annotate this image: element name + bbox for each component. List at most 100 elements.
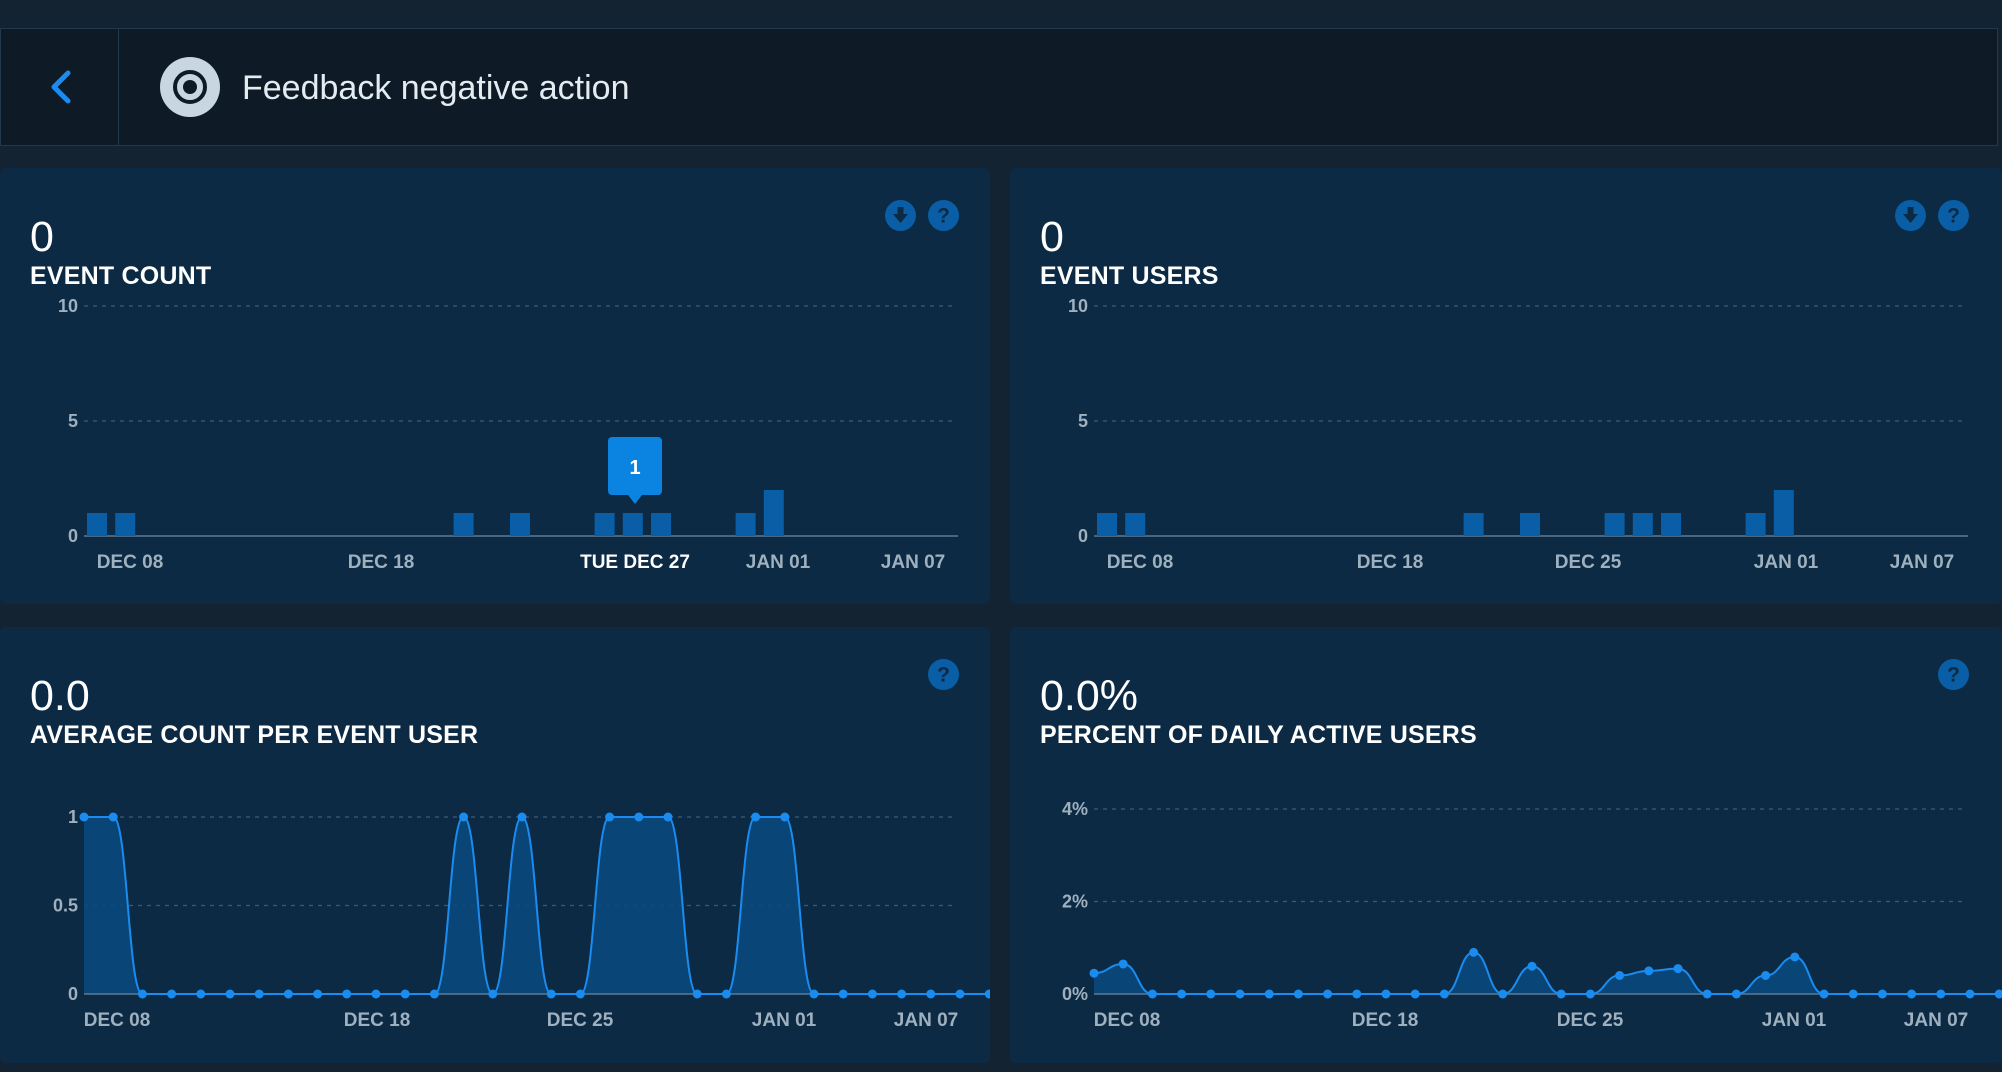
data-point [1585,989,1595,999]
data-point [342,989,352,999]
data-point [196,989,206,999]
back-button[interactable] [1,29,119,145]
x-tick-label: DEC 25 [1557,1010,1624,1031]
data-point [1177,989,1187,999]
bar [1661,513,1681,536]
y-tick-label: 0.5 [53,896,78,916]
metric-value: 0 [30,213,54,261]
data-point [897,989,907,999]
bar [1520,513,1540,536]
metric-label: PERCENT OF DAILY ACTIVE USERS [1040,721,1477,749]
series-area [1094,952,2000,994]
data-point [926,989,936,999]
data-point [692,989,702,999]
y-tick-label: 5 [1078,411,1088,431]
bar [622,513,643,536]
data-point [984,989,990,999]
y-tick-label: 10 [58,296,78,316]
x-tick-label: JAN 07 [1904,1010,1968,1031]
data-point [546,989,556,999]
data-point [1731,989,1741,999]
y-tick-label: 0 [68,526,78,546]
metric-value: 0.0 [30,672,90,720]
data-point [1293,989,1303,999]
tooltip-value: 1 [629,457,640,479]
x-tick-label: JAN 01 [752,1010,817,1031]
svg-text:?: ? [1947,205,1960,228]
data-point [1498,989,1508,999]
average-count-card: 0.0 AVERAGE COUNT PER EVENT USER ? 1 0.5 0… [0,627,990,1063]
data-point [1235,989,1245,999]
data-point [313,989,323,999]
data-point [517,812,527,822]
download-icon[interactable] [1895,200,1926,231]
data-point [459,812,469,822]
data-point [137,989,147,999]
y-tick-label: 4% [1062,799,1088,819]
data-point [1147,989,1157,999]
data-point [1761,971,1771,980]
svg-text:?: ? [937,664,950,687]
data-point [575,989,585,999]
page-title: Feedback negative action [242,69,630,107]
data-point [225,989,235,999]
target-icon [160,57,220,117]
data-point [1644,966,1654,976]
data-point [751,812,761,822]
data-point [955,989,965,999]
data-point [1877,989,1887,999]
x-tick-label: DEC 25 [1555,552,1622,573]
bar [1632,513,1653,536]
percent-dau-chart: 4% 2% 0% DEC 08 DEC 18 DEC 25 JAN 01 JAN 07 [1062,799,2002,1031]
event-users-card: 0 EVENT USERS ? 10 5 0 DEC 08 DEC 18 DEC 25 JA… [1010,168,2002,604]
bar [763,490,784,536]
data-point [1556,989,1566,999]
data-point [1907,989,1917,999]
data-point [605,812,615,822]
data-point [1469,947,1479,957]
metric-value: 0 [1040,213,1064,261]
data-point [838,989,848,999]
data-point [79,812,89,822]
average-count-chart: 1 0.5 0 DEC 08 DEC 18 DEC 25 JAN 01 JAN 07 [53,807,990,1031]
x-tick-label: DEC 18 [344,1010,411,1031]
data-point [1089,968,1099,978]
data-point [488,989,498,999]
y-tick-label: 0 [1078,526,1088,546]
x-tick-label: JAN 01 [1762,1010,1827,1031]
data-point [1615,971,1625,980]
data-point [1323,989,1333,999]
data-point [663,812,673,822]
help-icon[interactable]: ? [928,200,959,231]
data-point [400,989,410,999]
help-icon[interactable]: ? [1938,659,1969,690]
data-point [429,989,439,999]
tooltip-pointer [628,495,642,504]
x-tick-label: DEC 25 [547,1010,614,1031]
bar [115,513,136,536]
data-point [1936,989,1946,999]
metric-label: AVERAGE COUNT PER EVENT USER [30,721,479,749]
data-point [1673,964,1683,974]
download-icon[interactable] [885,200,916,231]
help-icon[interactable]: ? [928,659,959,690]
y-tick-label: 0 [68,984,78,1004]
data-point [1819,989,1829,999]
data-point [1118,959,1128,969]
x-tick-label: JAN 07 [1890,552,1954,573]
y-tick-label: 1 [68,807,78,827]
y-tick-label: 2% [1062,892,1088,912]
metric-label: EVENT USERS [1040,262,1219,290]
x-tick-label: DEC 08 [1107,552,1174,573]
x-tick-label: DEC 18 [348,552,415,573]
svg-text:?: ? [1947,664,1960,687]
x-tick-label: JAN 01 [746,552,811,573]
bar [453,513,474,536]
data-point [1439,989,1449,999]
help-icon[interactable]: ? [1938,200,1969,231]
tooltip-date-label: TUE DEC 27 [580,552,690,573]
data-point [721,989,731,999]
bar [594,513,615,536]
data-point [1206,989,1216,999]
data-point [1527,961,1537,971]
